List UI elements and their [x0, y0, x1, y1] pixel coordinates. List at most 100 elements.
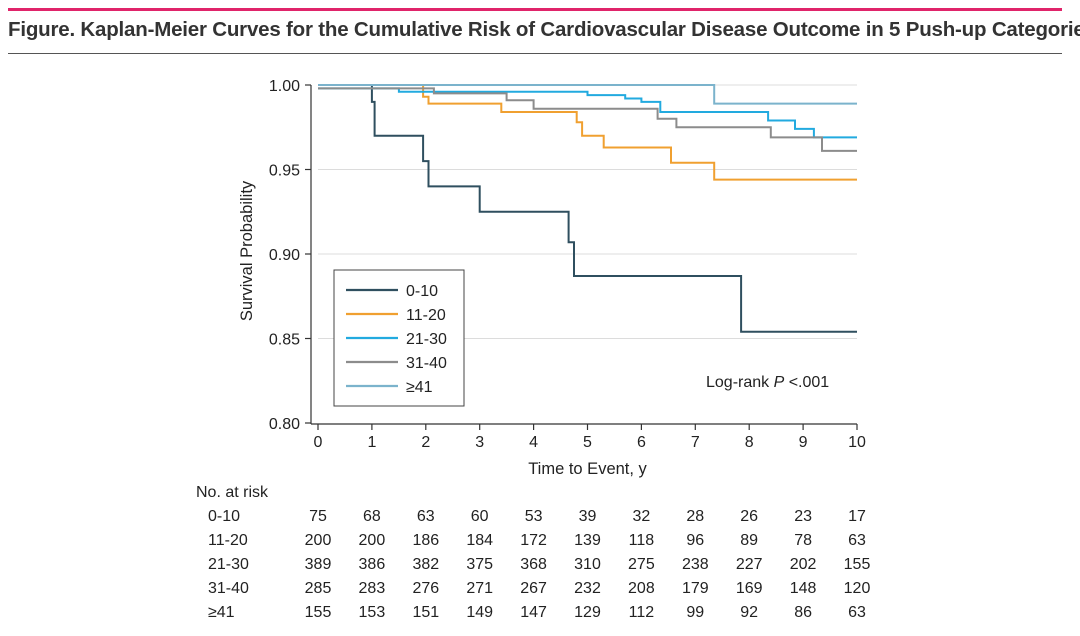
legend-label: 21-30	[406, 331, 447, 348]
risk-cell: 200	[304, 532, 332, 549]
risk-cell: 17	[848, 508, 866, 525]
risk-cell: 227	[735, 556, 763, 573]
risk-table-row: 21-30 389 386 382 375 368 310 275 238 227 202 155	[196, 556, 896, 580]
risk-cell: 78	[794, 532, 812, 549]
risk-cell: 63	[848, 604, 866, 621]
series-line	[318, 87, 857, 152]
legend-label: 31-40	[406, 355, 447, 372]
risk-table-row: ≥41 155 153 151 149 147 129 112 99 92 86 63	[196, 604, 896, 628]
risk-cell: 208	[628, 580, 655, 597]
risk-cell: 53	[524, 508, 543, 525]
risk-cell: 129	[574, 604, 601, 621]
y-tick-label: 0.90	[269, 247, 300, 264]
y-tick-label: 0.80	[269, 416, 300, 433]
x-tick-label: 3	[475, 434, 484, 451]
risk-cell: 155	[304, 604, 332, 621]
legend-box	[333, 269, 465, 407]
risk-cell: 368	[520, 556, 547, 573]
risk-row-label: ≥41	[208, 604, 235, 621]
risk-cell: 375	[466, 556, 494, 573]
risk-cell: 238	[681, 556, 709, 573]
risk-cell: 148	[789, 580, 817, 597]
y-tick-label: 0.85	[269, 332, 300, 349]
risk-cell: 147	[520, 604, 547, 621]
x-tick-label: 0	[314, 434, 323, 451]
y-axis-title: Survival Probability	[238, 180, 256, 321]
risk-cell: 28	[686, 508, 705, 525]
risk-cell: 149	[466, 604, 494, 621]
risk-cell: 389	[304, 556, 332, 573]
risk-row-label: 0-10	[208, 508, 241, 525]
risk-cell: 386	[358, 556, 386, 573]
logrank-annotation: Log-rank P <.001	[706, 374, 829, 391]
risk-cell: 23	[794, 508, 812, 525]
risk-cell: 26	[740, 508, 759, 525]
risk-cell: 60	[470, 508, 489, 525]
risk-cell: 75	[309, 508, 327, 525]
risk-table-row: 31-40 285 283 276 271 267 232 208 179 169 148 120	[196, 580, 896, 604]
risk-cell: 99	[686, 604, 705, 621]
risk-cell: 283	[358, 580, 386, 597]
series-line	[318, 87, 857, 139]
risk-cell: 63	[848, 532, 866, 549]
x-tick-label: 1	[367, 434, 376, 451]
risk-cell: 120	[843, 580, 871, 597]
risk-cell: 92	[740, 604, 759, 621]
title-accent-bar	[8, 8, 1062, 11]
risk-cell: 153	[358, 604, 386, 621]
legend-label: 11-20	[406, 307, 446, 324]
risk-cell: 275	[628, 556, 655, 573]
risk-row-label: 21-30	[208, 556, 249, 573]
risk-cell: 63	[416, 508, 435, 525]
risk-cell: 200	[358, 532, 386, 549]
risk-cell: 310	[574, 556, 601, 573]
risk-cell: 86	[794, 604, 812, 621]
y-tick-label: 1.00	[269, 78, 300, 95]
risk-cell: 276	[412, 580, 440, 597]
risk-cell: 139	[574, 532, 601, 549]
risk-cell: 232	[574, 580, 601, 597]
series-line	[318, 84, 857, 181]
legend-label: 0-10	[406, 283, 438, 300]
x-axis-title: Time to Event, y	[528, 460, 647, 478]
title-divider	[8, 53, 1062, 54]
risk-cell: 151	[412, 604, 440, 621]
risk-cell: 155	[843, 556, 871, 573]
risk-cell: 179	[681, 580, 709, 597]
risk-cell: 39	[578, 508, 597, 525]
series-line	[318, 84, 857, 105]
x-tick-label: 5	[583, 434, 592, 451]
risk-cell: 186	[412, 532, 440, 549]
series-line	[318, 84, 857, 333]
risk-cell: 68	[362, 508, 381, 525]
x-tick-label: 9	[799, 434, 808, 451]
risk-row-label: 31-40	[208, 580, 249, 597]
risk-cell: 169	[735, 580, 763, 597]
y-tick-label: 0.95	[269, 163, 300, 180]
risk-cell: 382	[412, 556, 440, 573]
risk-cell: 118	[628, 532, 655, 549]
x-tick-label: 10	[848, 434, 866, 451]
x-tick-label: 7	[691, 434, 700, 451]
risk-table-row: 11-20 200 200 186 184 172 139 118 96 89 78 63	[196, 532, 896, 556]
risk-cell: 267	[520, 580, 547, 597]
x-tick-label: 8	[745, 434, 754, 451]
risk-cell: 112	[628, 604, 655, 621]
risk-row-label: 11-20	[208, 532, 248, 549]
x-tick-label: 2	[421, 434, 430, 451]
risk-cell: 184	[466, 532, 494, 549]
risk-cell: 202	[789, 556, 817, 573]
legend-label: ≥41	[406, 379, 433, 396]
risk-cell: 89	[740, 532, 759, 549]
kaplan-meier-chart: 1.00 0.95 0.90 0.85 0.80 0 1 2 3 4 5 6 7 8 9 10 Time to …	[238, 78, 866, 478]
risk-cell: 96	[686, 532, 705, 549]
risk-cell: 271	[466, 580, 494, 597]
risk-table-row: 0-10 75 68 63 60 53 39 32 28 26 23 17	[196, 508, 896, 532]
risk-table-heading: No. at risk	[196, 484, 269, 501]
x-tick-label: 4	[529, 434, 538, 451]
risk-cell: 32	[632, 508, 651, 525]
figure-title: Figure. Kaplan-Meier Curves for the Cumu…	[8, 18, 1080, 41]
risk-cell: 172	[520, 532, 547, 549]
x-tick-label: 6	[637, 434, 646, 451]
risk-cell: 285	[304, 580, 332, 597]
